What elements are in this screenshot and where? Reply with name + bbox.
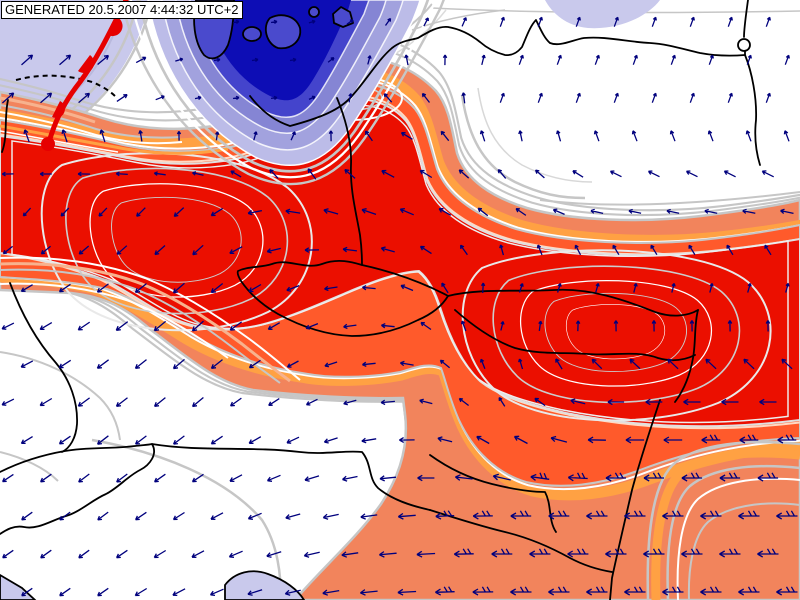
contour-arcs-southeast bbox=[646, 440, 800, 600]
warm-front-symbol bbox=[41, 0, 129, 151]
border-swiss bbox=[0, 443, 155, 535]
sea-patches bbox=[0, 0, 660, 600]
coastline-baltic bbox=[249, 19, 746, 127]
cold-airmass-region bbox=[116, 0, 451, 186]
wind-arrow-layer bbox=[1, 16, 798, 597]
generated-timestamp-label: GENERATED 20.5.2007 4:44:32 UTC+2 bbox=[1, 1, 243, 19]
contours-white-areas bbox=[0, 3, 800, 600]
contour-band-strokes-west bbox=[0, 96, 301, 384]
border-germany-austria bbox=[151, 443, 431, 511]
wind-arrows bbox=[1, 16, 798, 597]
border-rhine bbox=[9, 282, 78, 453]
country-borders bbox=[0, 0, 761, 600]
coastline-dashed-nw bbox=[15, 74, 117, 98]
border-slovakia-north bbox=[447, 288, 699, 317]
border-czech bbox=[236, 259, 449, 337]
border-oder bbox=[336, 97, 363, 266]
